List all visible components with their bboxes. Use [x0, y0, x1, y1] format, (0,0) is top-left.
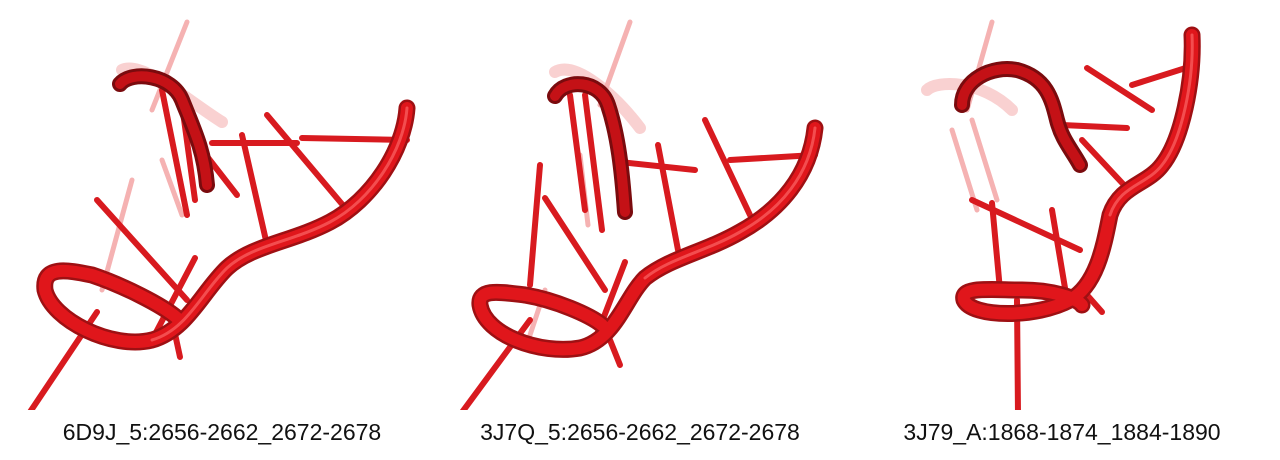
structure-panel-2: 3J7Q_5:2656-2662_2672-2678: [430, 0, 850, 460]
structure-panel-1: 6D9J_5:2656-2662_2672-2678: [12, 0, 432, 460]
structure-caption-2: 3J7Q_5:2656-2662_2672-2678: [430, 419, 850, 446]
rna-cartoon-1: [12, 0, 432, 410]
rna-cartoon-2: [430, 0, 850, 410]
backbone-tube[interactable]: [480, 128, 815, 349]
structure-caption-1: 6D9J_5:2656-2662_2672-2678: [12, 419, 432, 446]
structure-caption-3: 3J79_A:1868-1874_1884-1890: [852, 419, 1272, 446]
background-sticks: [927, 22, 1012, 210]
base-sticks: [972, 66, 1192, 410]
backbone-shadow: [480, 128, 815, 349]
structure-panel-3: 3J79_A:1868-1874_1884-1890: [852, 0, 1272, 460]
rna-cartoon-3: [852, 0, 1272, 410]
base-sticks: [460, 95, 815, 410]
base-sticks: [30, 90, 407, 410]
